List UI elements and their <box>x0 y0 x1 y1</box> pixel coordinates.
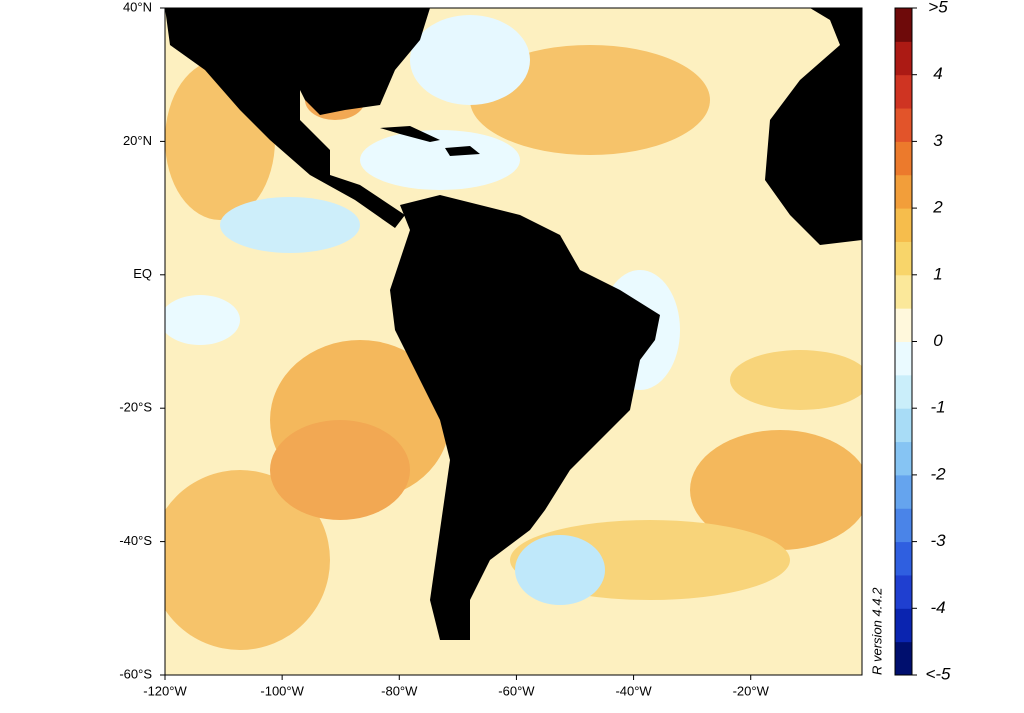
colorbar-tick-label: <-5 <box>925 664 951 683</box>
colorbar-swatch <box>895 208 912 242</box>
x-tick-label: -60°W <box>498 683 535 698</box>
colorbar-tick-label: 3 <box>933 131 943 150</box>
colorbar-swatch <box>895 541 912 576</box>
colorbar-tick-label: >5 <box>928 0 948 16</box>
y-tick-label: 20°N <box>123 133 152 148</box>
colorbar-tick-label: -3 <box>930 531 946 550</box>
colorbar-tick-label: 0 <box>933 331 943 350</box>
anomaly-field <box>165 8 862 675</box>
colorbar-swatch <box>895 308 912 342</box>
x-tick-label: -80°W <box>381 683 418 698</box>
colorbar-swatch <box>895 41 912 76</box>
y-tick-label: -20°S <box>119 400 152 415</box>
colorbar-tick-label: 4 <box>933 64 942 83</box>
colorbar-swatch <box>895 74 912 109</box>
colorbar-swatch <box>895 574 912 609</box>
land <box>165 8 862 640</box>
colorbar-swatch <box>895 274 912 309</box>
colorbar-swatch <box>895 408 912 443</box>
y-tick-label: -40°S <box>119 533 152 548</box>
colorbar-swatch <box>895 441 912 476</box>
x-tick-label: -100°W <box>260 683 304 698</box>
colorbar-swatch <box>895 508 912 543</box>
colorbar-tick-label: -4 <box>930 598 945 617</box>
version-note: R version 4.4.2 <box>869 587 884 675</box>
colorbar-swatch <box>895 241 912 276</box>
colorbar-tick-label: -2 <box>930 464 946 483</box>
colorbar-swatch <box>895 108 912 142</box>
map-frame <box>164 7 863 676</box>
x-tick-label: -40°W <box>615 683 652 698</box>
colorbar-tick-label: 1 <box>933 264 942 283</box>
colorbar-tick-label: 2 <box>932 198 943 217</box>
colorbar-swatch <box>895 608 912 643</box>
y-tick-label: -60°S <box>119 666 152 681</box>
colorbar-swatch <box>895 8 912 42</box>
colorbar-swatch <box>895 641 912 676</box>
colorbar-swatch <box>895 474 912 509</box>
colorbar-swatch <box>895 174 912 209</box>
colorbar-tick-label: -1 <box>930 398 945 417</box>
x-tick-label: -20°W <box>733 683 770 698</box>
x-tick-label: -120°W <box>143 683 187 698</box>
y-tick-label: EQ <box>133 266 152 281</box>
y-tick-label: 40°N <box>123 0 152 14</box>
colorbar-swatch <box>895 141 912 176</box>
colorbar-swatch <box>895 374 912 409</box>
colorbar-swatch <box>895 341 912 376</box>
